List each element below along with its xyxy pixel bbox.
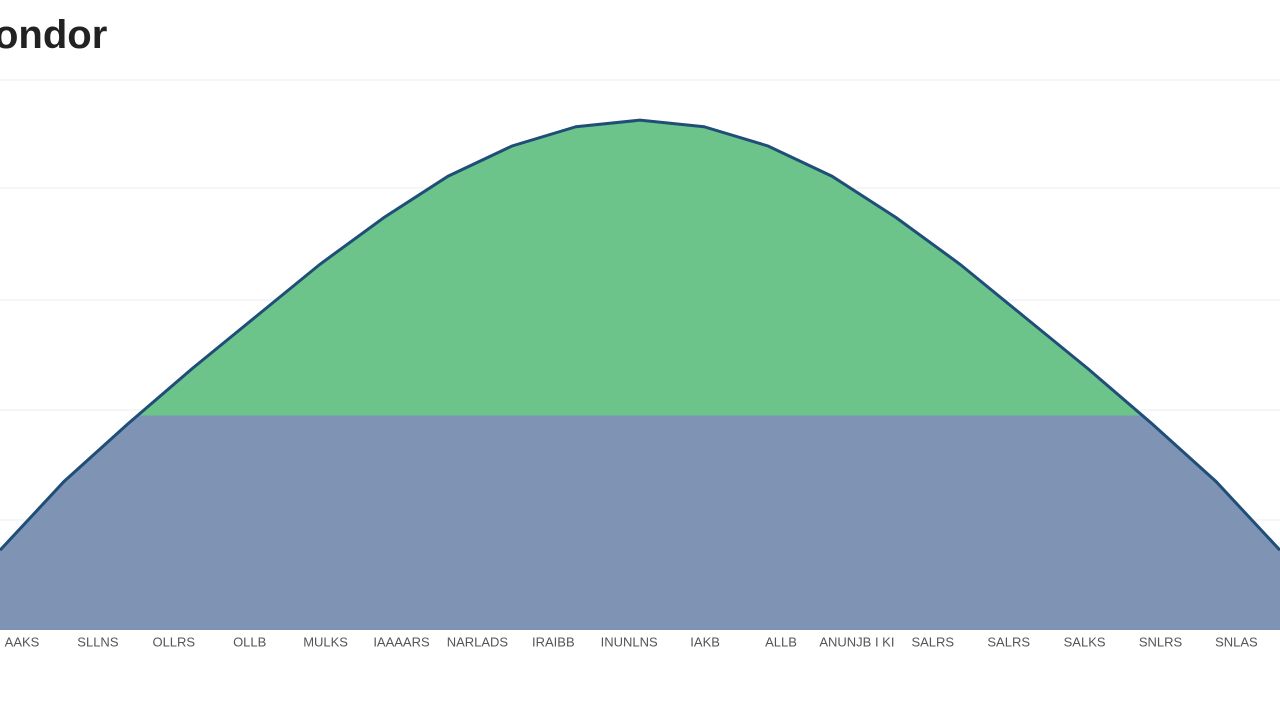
x-tick-label: OLLRS bbox=[152, 634, 195, 649]
x-tick-label: SALRS bbox=[911, 634, 954, 649]
x-tick-label: IAKB bbox=[690, 634, 720, 649]
area-above bbox=[137, 120, 1143, 416]
x-tick-label: ALLB bbox=[765, 634, 797, 649]
area-below bbox=[0, 415, 1280, 630]
x-tick-label: SNLAS bbox=[1215, 634, 1258, 649]
area-line bbox=[0, 118, 1280, 552]
chart-title: ondor bbox=[0, 13, 107, 57]
x-tick-label: INUNLNS bbox=[601, 634, 658, 649]
x-tick-label: SLLNS bbox=[77, 634, 119, 649]
x-tick-label: SALRS bbox=[987, 634, 1030, 649]
x-tick-label: ANUNJB I KI bbox=[819, 634, 894, 649]
x-tick-label: SALKS bbox=[1064, 634, 1106, 649]
x-tick-label: IAAAARS bbox=[373, 634, 430, 649]
x-tick-label: SNLRS bbox=[1139, 634, 1183, 649]
x-tick-label: OLLB bbox=[233, 634, 266, 649]
x-tick-label: NARLADS bbox=[447, 634, 509, 649]
x-tick-label: AAKS bbox=[5, 634, 40, 649]
x-tick-label: IRAIBB bbox=[532, 634, 575, 649]
x-tick-label: MULKS bbox=[303, 634, 348, 649]
